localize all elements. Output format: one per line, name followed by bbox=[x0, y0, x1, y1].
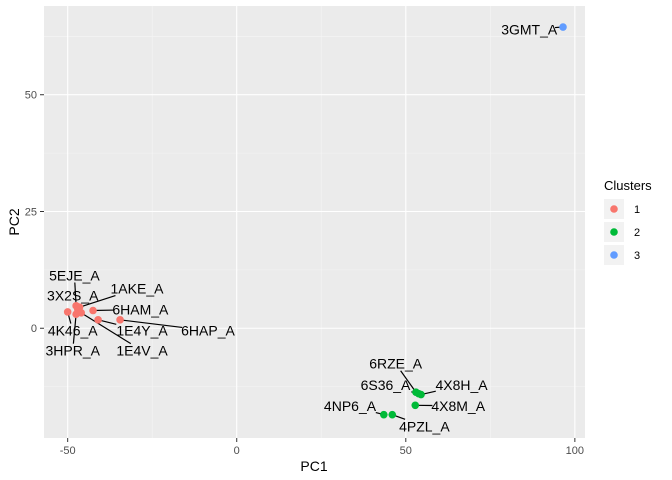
point-label: 4X8H_A bbox=[436, 377, 489, 393]
data-points bbox=[63, 23, 567, 419]
legend-swatch bbox=[610, 228, 618, 236]
y-tick-label: 50 bbox=[25, 90, 37, 102]
legend: Clusters 1 2 3 bbox=[604, 178, 652, 265]
legend-swatch bbox=[610, 251, 618, 259]
x-tick-label: 100 bbox=[566, 445, 584, 457]
data-point bbox=[388, 410, 397, 419]
point-label: 4PZL_A bbox=[399, 418, 450, 434]
point-label: 6S36_A bbox=[361, 377, 411, 393]
point-label: 4K46_A bbox=[48, 323, 98, 339]
data-point bbox=[89, 306, 97, 315]
point-label: 1AKE_A bbox=[111, 281, 165, 297]
y-tick-label: 25 bbox=[25, 206, 37, 218]
x-axis-title: PC1 bbox=[300, 458, 327, 474]
point-label: 3HPR_A bbox=[46, 343, 101, 359]
label-connector bbox=[400, 370, 417, 393]
point-label: 1E4Y_A bbox=[116, 323, 168, 339]
x-tick-label: 0 bbox=[234, 445, 240, 457]
point-label: 3GMT_A bbox=[501, 21, 558, 37]
data-point bbox=[63, 308, 72, 316]
panel-background bbox=[44, 6, 585, 438]
point-labels: 5EJE_A 3X2S_A 1AKE_A 6HAM_A 4K46_A 1E4Y_A 6HAP… bbox=[46, 21, 558, 434]
label-connector bbox=[74, 282, 77, 306]
y-axis-title: PC2 bbox=[6, 208, 22, 235]
y-axis: 0 25 50 bbox=[25, 90, 44, 335]
point-label: 5EJE_A bbox=[49, 267, 100, 283]
label-connector bbox=[80, 312, 132, 345]
data-point bbox=[417, 390, 425, 399]
minor-gridlines bbox=[44, 6, 585, 438]
label-connector bbox=[120, 319, 183, 329]
label-connector bbox=[72, 314, 77, 344]
legend-items: 1 2 3 bbox=[604, 199, 640, 265]
point-label: 3X2S_A bbox=[47, 288, 99, 304]
data-point bbox=[77, 309, 85, 317]
x-tick-label: 50 bbox=[400, 445, 412, 457]
legend-swatch bbox=[610, 205, 618, 213]
major-gridlines bbox=[44, 6, 585, 438]
x-axis: -50 0 50 100 bbox=[60, 438, 584, 457]
label-connector bbox=[79, 294, 116, 308]
y-tick-label: 0 bbox=[31, 323, 37, 335]
legend-label: 3 bbox=[634, 250, 640, 262]
legend-label: 2 bbox=[634, 227, 640, 239]
data-point bbox=[116, 316, 124, 324]
data-point bbox=[411, 401, 420, 410]
data-point bbox=[380, 410, 388, 419]
point-label: 6HAM_A bbox=[112, 302, 169, 318]
point-label: 6HAP_A bbox=[181, 323, 235, 339]
point-label: 4NP6_A bbox=[324, 398, 377, 414]
x-tick-label: -50 bbox=[60, 445, 76, 457]
data-point bbox=[559, 23, 567, 31]
point-label: 4X8M_A bbox=[431, 398, 485, 414]
data-point bbox=[94, 316, 102, 324]
point-label: 6RZE_A bbox=[369, 356, 423, 372]
point-label: 1E4V_A bbox=[116, 343, 168, 359]
legend-label: 1 bbox=[634, 204, 640, 216]
legend-title: Clusters bbox=[604, 178, 652, 193]
